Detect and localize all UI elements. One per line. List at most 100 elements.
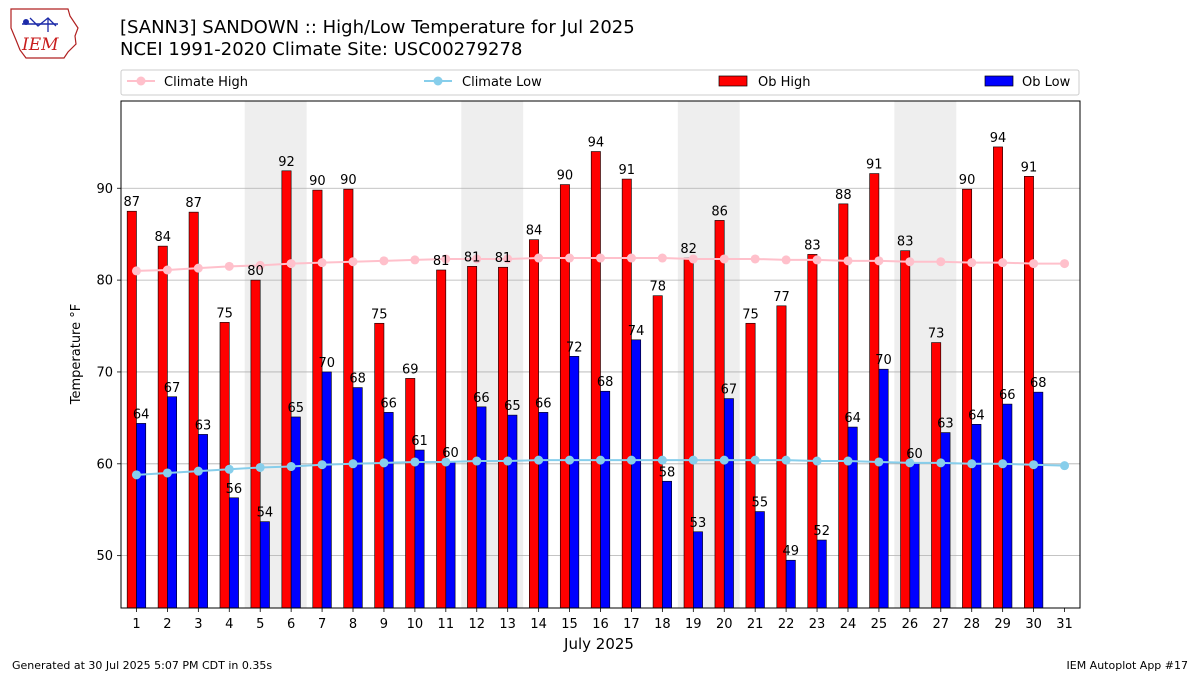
ob-high-bar xyxy=(714,220,725,609)
ob-low-value-label: 66 xyxy=(380,396,397,411)
ob-low-value-label: 70 xyxy=(875,353,892,368)
ob-low-bar xyxy=(1033,391,1044,609)
climate-low-point xyxy=(348,459,358,469)
x-tick-label: 25 xyxy=(871,617,888,632)
ob-high-bar xyxy=(312,189,323,609)
ob-low-bar xyxy=(878,368,889,609)
ob-low-value-label: 56 xyxy=(226,482,243,497)
climate-high-point xyxy=(131,266,141,276)
climate-high-point xyxy=(534,253,544,263)
climate-high-point xyxy=(874,256,884,266)
ob-high-bar xyxy=(498,266,508,609)
ob-high-bar xyxy=(621,178,632,609)
ob-high-bar xyxy=(405,378,416,609)
ob-high-value-label: 92 xyxy=(278,155,295,170)
legend-label-ob-high: Ob High xyxy=(758,75,811,90)
legend-label-ob-low: Ob Low xyxy=(1022,75,1071,90)
x-tick-label: 31 xyxy=(1056,617,1073,632)
ob-high-bar xyxy=(467,266,478,609)
ob-high-value-label: 83 xyxy=(804,238,821,253)
ob-low-value-label: 58 xyxy=(659,465,676,480)
ob-low-value-label: 67 xyxy=(721,383,738,398)
ob-low-value-label: 61 xyxy=(411,434,428,449)
climate-low-point xyxy=(781,455,791,465)
ob-high-value-label: 81 xyxy=(433,254,450,269)
climate-high-point xyxy=(410,255,420,265)
ob-high-value-label: 80 xyxy=(247,264,264,279)
y-tick-label: 90 xyxy=(96,182,113,197)
ob-high-value-label: 75 xyxy=(742,307,759,322)
ob-high-value-label: 88 xyxy=(835,188,852,203)
climate-high-point xyxy=(812,255,822,265)
ob-low-bar xyxy=(569,356,580,609)
climate-high-point xyxy=(657,253,667,263)
ob-high-value-label: 69 xyxy=(402,362,419,377)
ob-high-value-label: 81 xyxy=(464,250,481,265)
ob-high-bar xyxy=(250,279,261,609)
climate-high-point xyxy=(781,255,791,265)
climate-low-point xyxy=(874,457,884,467)
ob-high-value-label: 77 xyxy=(773,290,790,305)
ob-low-value-label: 66 xyxy=(535,396,552,411)
climate-high-point xyxy=(348,257,358,267)
climate-low-point xyxy=(812,456,822,466)
ob-high-bar xyxy=(559,184,570,609)
ob-low-value-label: 64 xyxy=(844,411,861,426)
climate-high-point xyxy=(1029,259,1039,269)
ob-high-value-label: 90 xyxy=(557,169,574,184)
ob-low-bar xyxy=(198,434,208,609)
ob-low-bar xyxy=(662,480,672,609)
y-axis-label: Temperature °F xyxy=(69,304,84,405)
ob-high-value-label: 86 xyxy=(711,204,728,219)
x-tick-label: 22 xyxy=(778,617,795,632)
legend-label-climate-high: Climate High xyxy=(164,75,248,90)
ob-low-bar xyxy=(167,396,178,609)
ob-low-bar xyxy=(847,426,858,609)
legend-item-ob-high: Ob High xyxy=(718,75,811,90)
ob-low-bar xyxy=(538,412,549,609)
ob-low-value-label: 60 xyxy=(442,446,459,461)
climate-low-point xyxy=(131,470,141,480)
climate-low-point xyxy=(967,459,977,469)
ob-low-bar xyxy=(259,521,270,609)
ob-low-value-label: 68 xyxy=(597,375,614,390)
climate-high-point xyxy=(255,260,265,270)
legend-item-climate-low: Climate Low xyxy=(424,75,542,90)
ob-low-value-label: 60 xyxy=(906,447,923,462)
climate-low-point xyxy=(596,455,605,465)
ob-high-bar xyxy=(281,170,292,609)
ob-high-bar xyxy=(931,342,942,609)
ob-low-bar xyxy=(631,339,642,609)
ob-low-bar xyxy=(476,406,487,609)
app-credit: IEM Autoplot App #17 xyxy=(1066,659,1189,672)
ob-low-bar xyxy=(228,497,239,609)
ob-high-value-label: 91 xyxy=(1021,160,1038,175)
climate-low-point xyxy=(379,458,389,468)
x-tick-label: 12 xyxy=(468,617,485,632)
ob-low-value-label: 66 xyxy=(999,388,1016,403)
climate-low-point xyxy=(534,455,544,465)
y-tick-label: 80 xyxy=(96,274,113,289)
climate-high-point xyxy=(1060,259,1070,269)
x-tick-label: 2 xyxy=(163,617,171,632)
x-tick-label: 17 xyxy=(623,617,640,632)
ob-low-value-label: 70 xyxy=(318,356,335,371)
ob-low-bar xyxy=(507,414,518,609)
climate-high-point xyxy=(998,258,1008,268)
climate-low-point xyxy=(626,455,636,465)
ob-low-bar xyxy=(414,449,425,609)
ob-high-bar xyxy=(1023,176,1034,609)
ob-high-value-label: 84 xyxy=(526,224,543,239)
legend-marker-climate-low xyxy=(433,76,443,86)
climate-high-point xyxy=(317,258,327,268)
climate-high-point xyxy=(688,254,698,264)
x-tick-label: 27 xyxy=(933,617,950,632)
ob-high-value-label: 81 xyxy=(495,251,512,266)
climate-low-point xyxy=(843,456,853,466)
ob-low-bar xyxy=(909,462,920,609)
climate-high-point xyxy=(750,254,760,264)
climate-high-point xyxy=(719,254,729,264)
climate-low-point xyxy=(317,460,327,470)
x-tick-label: 1 xyxy=(132,617,140,632)
title-line-1: [SANN3] SANDOWN :: High/Low Temperature … xyxy=(120,17,635,38)
